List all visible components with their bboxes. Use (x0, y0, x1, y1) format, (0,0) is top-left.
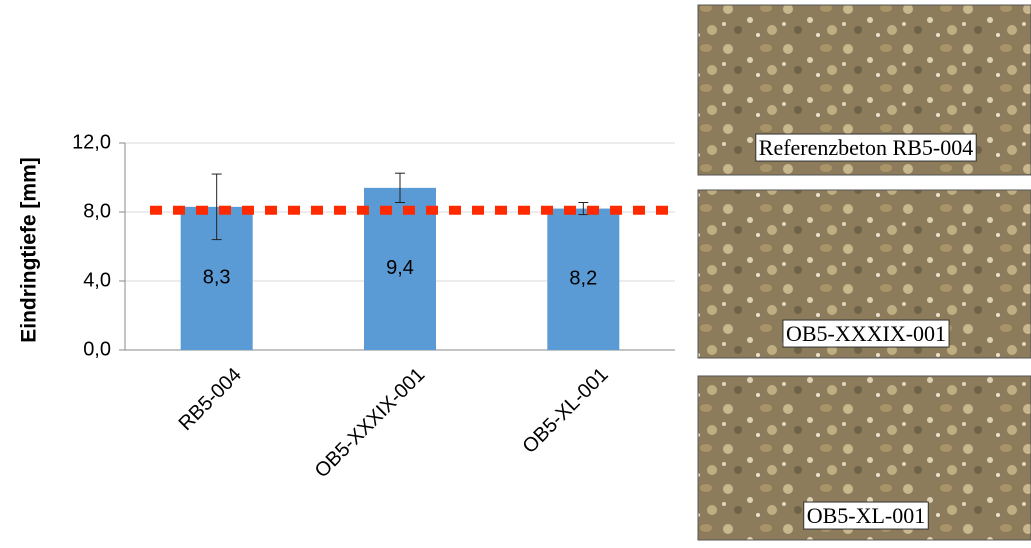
photo-panel: Referenzbeton RB5-004 OB5-XXXIX-001 OB5-XL… (697, 4, 1031, 541)
caption-box (782, 319, 950, 348)
y-tick-label: 8,0 (83, 200, 111, 222)
y-tick-label: 4,0 (83, 269, 111, 291)
value-label: 9,4 (386, 257, 414, 279)
photo-caption: Referenzbeton RB5-004 (759, 135, 973, 160)
bar (547, 208, 620, 350)
value-label: 8,3 (203, 267, 231, 289)
x-tick-label: OB5-XL-001 (518, 364, 612, 458)
y-axis-label: Eindringtiefe [mm] (18, 157, 41, 343)
error-bar (578, 202, 589, 216)
caption-box (803, 501, 929, 530)
error-bar (211, 173, 222, 241)
caption-box (755, 133, 977, 162)
photo-caption: OB5-XXXIX-001 (786, 321, 946, 346)
y-tick-label: 0,0 (83, 338, 111, 360)
x-tick-label: OB5-XXXIX-001 (311, 364, 430, 483)
y-tick-label: 12,0 (72, 131, 111, 153)
bar (364, 187, 436, 350)
error-bar (395, 172, 405, 204)
photo-caption: OB5-XL-001 (807, 503, 926, 528)
x-tick-label: RB5-004 (175, 364, 246, 435)
value-label: 8,2 (569, 268, 597, 290)
